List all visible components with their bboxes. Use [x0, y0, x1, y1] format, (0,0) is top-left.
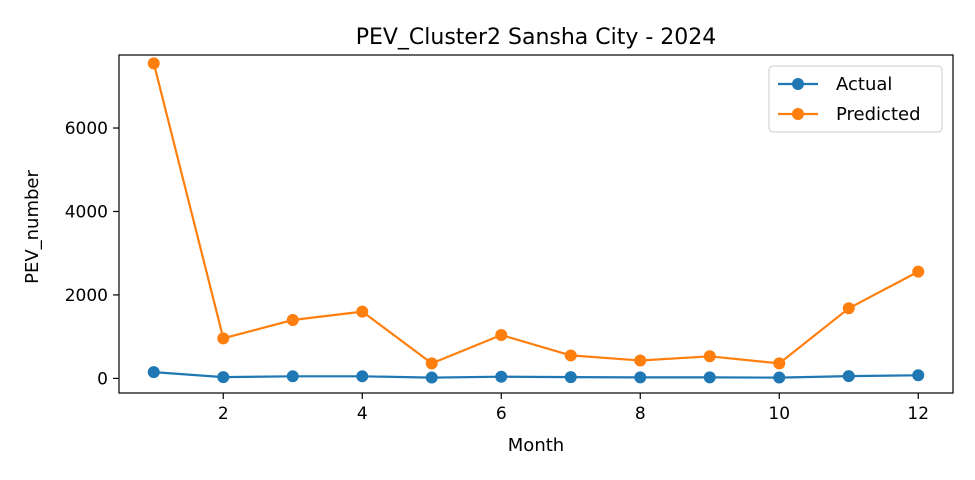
chart-title: PEV_Cluster2 Sansha City - 2024 — [356, 25, 717, 50]
legend-box — [768, 65, 943, 133]
data-point-actual-10 — [773, 371, 786, 384]
legend-label-predicted: Predicted — [836, 104, 921, 125]
data-point-predicted-7 — [564, 349, 577, 362]
data-point-predicted-4 — [356, 305, 369, 318]
x-tick-label: 12 — [907, 404, 929, 424]
data-point-actual-11 — [842, 370, 855, 383]
data-point-predicted-9 — [703, 350, 716, 363]
legend-label-actual: Actual — [836, 74, 892, 95]
x-tick-label: 10 — [768, 404, 790, 424]
data-point-predicted-10 — [773, 357, 786, 370]
data-point-predicted-6 — [495, 328, 508, 341]
axes-frame — [118, 54, 954, 394]
data-point-predicted-5 — [425, 357, 438, 370]
data-point-predicted-2 — [217, 332, 230, 345]
data-point-predicted-12 — [912, 265, 925, 278]
data-point-actual-3 — [286, 370, 299, 383]
data-point-predicted-3 — [286, 313, 299, 326]
data-point-actual-9 — [703, 371, 716, 384]
y-tick-label: 4000 — [65, 202, 108, 222]
x-tick-label: 4 — [357, 404, 368, 424]
data-point-actual-4 — [356, 370, 369, 383]
data-point-predicted-1 — [147, 57, 160, 70]
data-point-actual-8 — [634, 371, 647, 384]
data-point-predicted-8 — [634, 354, 647, 367]
data-point-predicted-11 — [842, 302, 855, 315]
legend: Actual Predicted — [768, 65, 943, 133]
y-tick-label: 2000 — [65, 286, 108, 306]
y-tick-label: 0 — [97, 369, 108, 389]
y-tick-label: 6000 — [65, 119, 108, 139]
plot-area: 2 4 6 8 10 12 0 2000 4000 6000 — [65, 54, 954, 424]
data-point-actual-5 — [425, 371, 438, 384]
x-axis-label: Month — [508, 435, 564, 456]
legend-marker-actual — [792, 78, 804, 90]
y-axis-label: PEV_number — [22, 170, 43, 284]
x-tick-label: 6 — [496, 404, 507, 424]
data-point-actual-6 — [495, 370, 508, 383]
x-tick-label: 2 — [218, 404, 229, 424]
legend-marker-predicted — [792, 108, 804, 120]
data-point-actual-2 — [217, 371, 230, 384]
data-point-actual-7 — [564, 371, 577, 384]
data-point-actual-12 — [912, 369, 925, 382]
data-point-actual-1 — [147, 366, 160, 379]
series-line-actual — [153, 371, 919, 379]
series-line-predicted — [152, 63, 919, 365]
x-tick-label: 8 — [635, 404, 646, 424]
